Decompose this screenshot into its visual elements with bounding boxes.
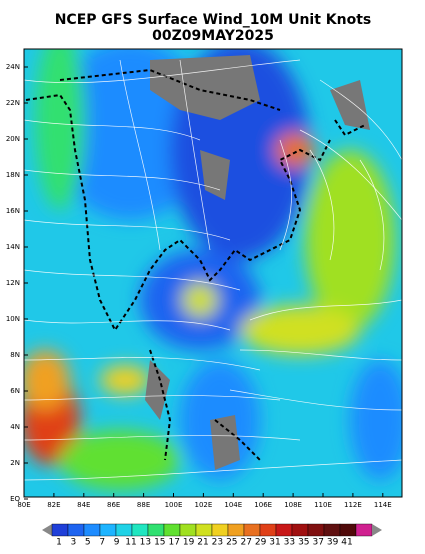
colorbar-label: 25	[226, 538, 237, 548]
y-axis-label: 10N	[6, 315, 20, 323]
colorbar-box	[147, 523, 165, 537]
y-axis-label: 18N	[6, 171, 20, 179]
title: NCEP GFS Surface Wind_10M Unit Knots	[55, 12, 372, 28]
y-axis-label: 6N	[10, 387, 20, 395]
y-axis-label: 20N	[6, 135, 20, 143]
x-axis-label: 84E	[77, 501, 90, 509]
colorbar-label: 31	[269, 538, 280, 548]
colorbar-box	[291, 523, 309, 537]
colorbar-box	[243, 523, 261, 537]
subtitle: 00Z09MAY2025	[152, 28, 274, 44]
x-axis-label: 88E	[137, 501, 150, 509]
colorbar-box	[131, 523, 149, 537]
colorbar-label: 17	[168, 538, 179, 548]
colorbar-box	[99, 523, 117, 537]
y-axis-label: 8N	[10, 351, 20, 359]
colorbar-label: 29	[255, 538, 267, 548]
x-axis-label: 86E	[107, 501, 120, 509]
colorbar-label: 33	[284, 538, 295, 548]
colorbar-box	[115, 523, 133, 537]
colorbar-label: 9	[114, 538, 120, 548]
colorbar-box	[275, 523, 293, 537]
colorbar-label: 27	[240, 538, 251, 548]
colorbar-label: 15	[154, 538, 165, 548]
x-axis-label: 110E	[314, 501, 332, 509]
colorbar-label: 21	[197, 538, 208, 548]
colorbar-label: 13	[140, 538, 151, 548]
colorbar-box	[51, 523, 69, 537]
colorbar-label: 41	[341, 538, 352, 548]
colorbar-label: 23	[212, 538, 223, 548]
x-axis-label: 82E	[47, 501, 60, 509]
y-axis-label: 22N	[6, 99, 20, 107]
x-axis-label: 108E	[284, 501, 302, 509]
colorbar-box	[227, 523, 245, 537]
colorbar-label: 5	[85, 538, 91, 548]
x-axis-label: 100E	[165, 501, 183, 509]
colorbar-box	[163, 523, 181, 537]
y-axis-label: 24N	[6, 63, 20, 71]
colorbar-label: 11	[125, 538, 136, 548]
colorbar-box	[339, 523, 357, 537]
x-axis-label: 106E	[254, 501, 272, 509]
y-axis-label: 12N	[6, 279, 20, 287]
colorbar-box	[83, 523, 101, 537]
colorbar-box	[179, 523, 197, 537]
y-axis-label: 16N	[6, 207, 20, 215]
colorbar-label: 39	[327, 538, 339, 548]
x-axis-label: 112E	[344, 501, 362, 509]
y-axis-label: 14N	[6, 243, 20, 251]
colorbar: 1 3 5 7 9 11 13 15 17 19 21 23 25 27 29 31 33 35 37 39 41	[51, 523, 382, 548]
x-axis-label: 80E	[17, 501, 30, 509]
colorbar-over	[372, 524, 382, 536]
y-axis-label: EQ	[10, 495, 20, 503]
colorbar-label: 1	[56, 538, 62, 548]
colorbar-box	[323, 523, 341, 537]
colorbar-label: 37	[312, 538, 323, 548]
colorbar-box	[195, 523, 213, 537]
colorbar-label: 19	[183, 538, 195, 548]
colorbar-label: 3	[71, 538, 77, 548]
x-axis-label: 104E	[224, 501, 242, 509]
y-axis-label: 4N	[10, 423, 20, 431]
map-frame	[23, 48, 403, 498]
wind-field	[24, 49, 402, 497]
colorbar-label: 7	[99, 538, 105, 548]
x-axis-label: 114E	[374, 501, 392, 509]
colorbar-box	[307, 523, 325, 537]
colorbar-box	[259, 523, 277, 537]
colorbar-under	[42, 524, 52, 536]
x-axis-label: 102E	[195, 501, 213, 509]
colorbar-box	[355, 523, 373, 537]
colorbar-label: 35	[298, 538, 309, 548]
colorbar-box	[211, 523, 229, 537]
y-axis-label: 2N	[10, 459, 20, 467]
colorbar-box	[67, 523, 85, 537]
